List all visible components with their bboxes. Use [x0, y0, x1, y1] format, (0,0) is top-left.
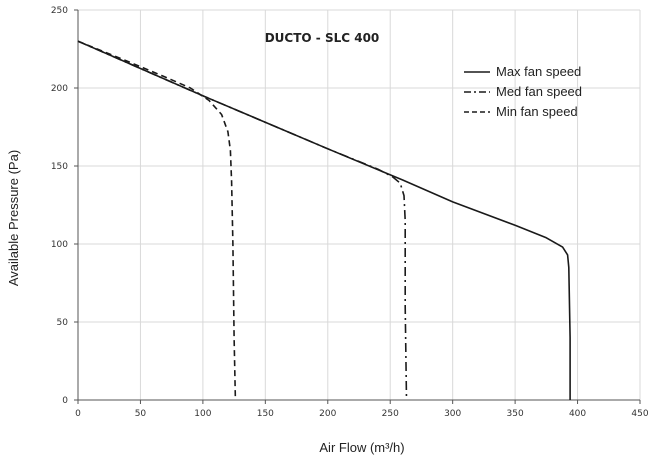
y-axis-label: Available Pressure (Pa) [6, 150, 21, 286]
x-tick-label: 300 [444, 409, 461, 419]
y-tick-label: 200 [51, 84, 68, 94]
x-tick-label: 150 [257, 409, 274, 419]
axes [74, 9, 641, 404]
x-tick-label: 100 [194, 409, 211, 419]
x-axis-label: Air Flow (m³/h) [319, 440, 404, 455]
legend-label-2: Min fan speed [496, 104, 578, 119]
x-tick-label: 400 [569, 409, 586, 419]
x-tick-label: 0 [75, 409, 81, 419]
x-tick-label: 450 [631, 409, 648, 419]
series-lines [77, 40, 571, 401]
grid-lines [78, 9, 641, 400]
tick-labels: 0 50 100 150 200 250 0 50 100 150 200 250 300 350 400 4… [51, 6, 649, 419]
y-tick-label: 100 [51, 240, 68, 250]
legend: Max fan speed Med fan speed Min fan speed [464, 64, 582, 119]
y-tick-label: 50 [57, 318, 69, 328]
series-line-2 [77, 40, 237, 401]
legend-label-1: Med fan speed [496, 84, 582, 99]
y-tick-label: 150 [51, 162, 68, 172]
y-tick-label: 0 [62, 396, 68, 406]
x-tick-label: 200 [319, 409, 336, 419]
y-tick-label: 250 [51, 6, 68, 16]
chart-title: DUCTO - SLC 400 [265, 31, 380, 45]
x-tick-label: 250 [382, 409, 399, 419]
x-tick-label: 350 [507, 409, 524, 419]
x-tick-label: 50 [135, 409, 147, 419]
legend-label-0: Max fan speed [496, 64, 581, 79]
series-line-1 [77, 40, 408, 401]
